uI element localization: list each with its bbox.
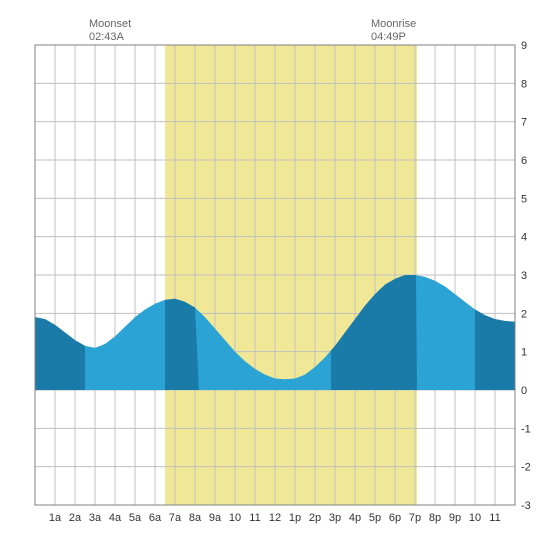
tide-area-dark: [165, 299, 199, 390]
x-tick-label: 9a: [209, 512, 222, 524]
x-tick-label: 11: [489, 512, 500, 524]
y-tick-label: 4: [521, 232, 527, 244]
x-tick-label: 8a: [189, 512, 202, 524]
tide-area-dark: [35, 317, 85, 390]
y-tick-label: 8: [521, 78, 527, 90]
x-tick-label: 10: [229, 512, 241, 524]
moonrise-time: 04:49P: [371, 31, 406, 43]
y-tick-label: -1: [521, 423, 531, 435]
y-tick-label: 2: [521, 308, 527, 320]
x-tick-label: 3p: [329, 512, 341, 524]
x-tick-label: 6a: [149, 512, 162, 524]
moonset-time: 02:43A: [89, 31, 125, 43]
y-tick-label: 6: [521, 155, 527, 167]
x-tick-label: 12: [269, 512, 281, 524]
x-tick-label: 3a: [89, 512, 102, 524]
moonrise-title: Moonrise: [371, 18, 416, 30]
y-tick-label: 5: [521, 193, 527, 205]
x-tick-label: 2a: [69, 512, 82, 524]
x-tick-label: 4p: [349, 512, 361, 524]
moonset-title: Moonset: [89, 18, 131, 30]
x-tick-label: 11: [249, 512, 260, 524]
x-tick-label: 7a: [169, 512, 182, 524]
x-tick-label: 2p: [309, 512, 321, 524]
x-tick-label: 10: [469, 512, 481, 524]
y-tick-label: 3: [521, 270, 527, 282]
x-tick-label: 8p: [429, 512, 441, 524]
y-tick-label: 0: [521, 385, 527, 397]
tide-chart: -3-2-101234567891a2a3a4a5a6a7a8a9a101112…: [15, 15, 535, 535]
x-tick-label: 7p: [409, 512, 421, 524]
x-tick-label: 5a: [129, 512, 142, 524]
x-tick-label: 1p: [289, 512, 301, 524]
x-tick-label: 6p: [389, 512, 401, 524]
y-tick-label: -3: [521, 500, 531, 512]
x-tick-label: 1a: [49, 512, 62, 524]
tide-area-dark: [475, 310, 515, 391]
y-tick-label: 7: [521, 117, 527, 129]
chart-svg: -3-2-101234567891a2a3a4a5a6a7a8a9a101112…: [15, 15, 535, 535]
x-tick-label: 5p: [369, 512, 381, 524]
y-tick-label: -2: [521, 462, 531, 474]
x-tick-label: 9p: [449, 512, 461, 524]
y-tick-label: 9: [521, 40, 527, 52]
y-tick-label: 1: [521, 347, 527, 359]
x-tick-label: 4a: [109, 512, 122, 524]
